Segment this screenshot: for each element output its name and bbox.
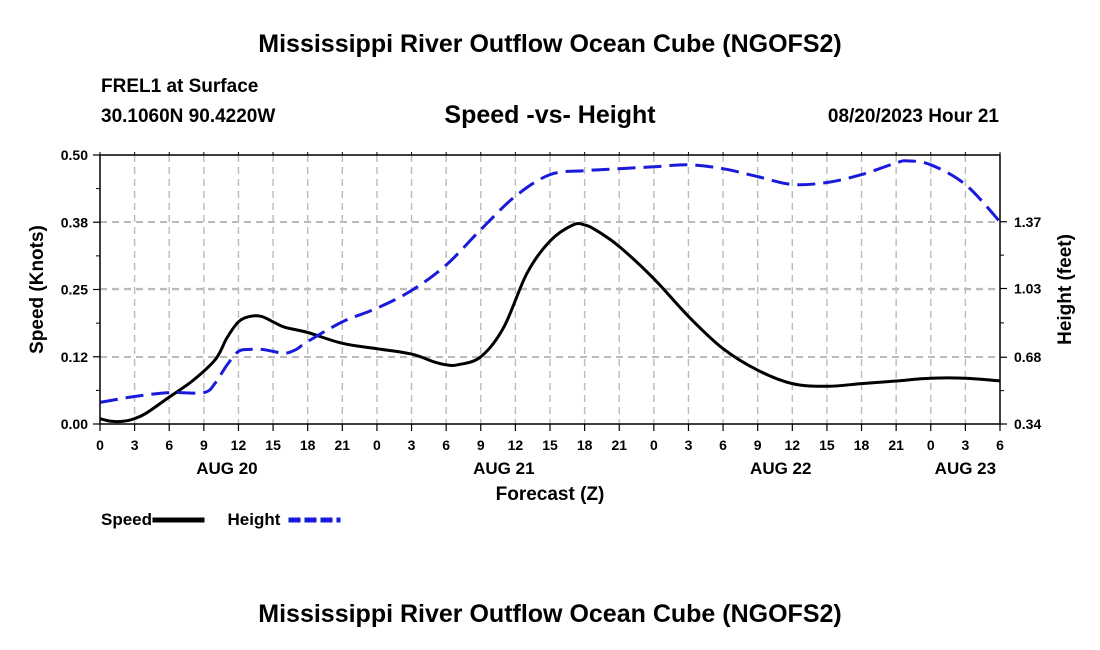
x-tick-label: 12 <box>231 437 247 453</box>
x-tick-label: 6 <box>165 437 173 453</box>
x-tick-label: 0 <box>650 437 658 453</box>
y2-axis-label: Height (feet) <box>1055 234 1076 345</box>
x-tick-label: 15 <box>542 437 558 453</box>
x-tick-label: 21 <box>611 437 627 453</box>
x-tick-label: 0 <box>927 437 935 453</box>
series-speed-line <box>99 222 1001 424</box>
y-left-tick-label: 0.12 <box>61 349 88 365</box>
bottom-title: Mississippi River Outflow Ocean Cube (NG… <box>258 600 842 628</box>
x-tick-label: 18 <box>300 437 316 453</box>
x-tick-label: 15 <box>265 437 281 453</box>
x-tick-label: 3 <box>131 437 139 453</box>
x-tick-label: 18 <box>577 437 593 453</box>
x-tick-label: 6 <box>719 437 727 453</box>
date-label: AUG 22 <box>750 459 811 478</box>
x-tick-label: 12 <box>785 437 801 453</box>
station-name: FREL1 at Surface <box>101 76 259 97</box>
legend-label-speed: Speed <box>101 510 152 529</box>
axis-layer: 0 3 6 9 12 15 18 21 0 3 6 9 12 15 18 21 0 3 6 9 12 15 18 21 0 3 6A… <box>61 147 1042 478</box>
y-left-tick-label: 0.38 <box>61 214 88 230</box>
y-left-tick-label: 0.50 <box>61 147 88 163</box>
x-tick-label: 6 <box>996 437 1004 453</box>
station-coords: 30.1060N 90.4220W <box>101 106 276 127</box>
x-tick-label: 9 <box>200 437 208 453</box>
y-left-tick-label: 0.00 <box>61 416 88 432</box>
legend: Speed Height <box>101 510 341 529</box>
legend-label-height: Height <box>228 510 281 529</box>
date-label: AUG 21 <box>473 459 534 478</box>
x-tick-label: 6 <box>442 437 450 453</box>
date-label: AUG 23 <box>935 459 996 478</box>
series-layer <box>99 159 1002 424</box>
y-axis-label: Speed (Knots) <box>27 225 48 354</box>
y-right-tick-label: 0.34 <box>1014 416 1041 432</box>
x-tick-label: 18 <box>854 437 870 453</box>
y-left-tick-label: 0.25 <box>61 282 88 298</box>
y-right-tick-label: 0.68 <box>1014 349 1041 365</box>
plot-title: Speed -vs- Height <box>444 101 656 129</box>
x-tick-label: 21 <box>335 437 351 453</box>
x-tick-label: 3 <box>961 437 969 453</box>
main-title: Mississippi River Outflow Ocean Cube (NG… <box>258 30 842 58</box>
x-axis-label: Forecast (Z) <box>496 484 605 505</box>
x-tick-label: 9 <box>754 437 762 453</box>
x-tick-label: 0 <box>373 437 381 453</box>
x-tick-label: 3 <box>685 437 693 453</box>
date-label: AUG 20 <box>196 459 257 478</box>
y-right-tick-label: 1.03 <box>1014 281 1041 297</box>
x-tick-label: 3 <box>408 437 416 453</box>
x-tick-label: 21 <box>888 437 904 453</box>
x-tick-label: 12 <box>508 437 524 453</box>
y-right-tick-label: 1.37 <box>1014 214 1041 230</box>
issued-time: 08/20/2023 Hour 21 <box>827 106 999 127</box>
x-tick-label: 0 <box>96 437 104 453</box>
x-tick-label: 15 <box>819 437 835 453</box>
x-tick-label: 9 <box>477 437 485 453</box>
